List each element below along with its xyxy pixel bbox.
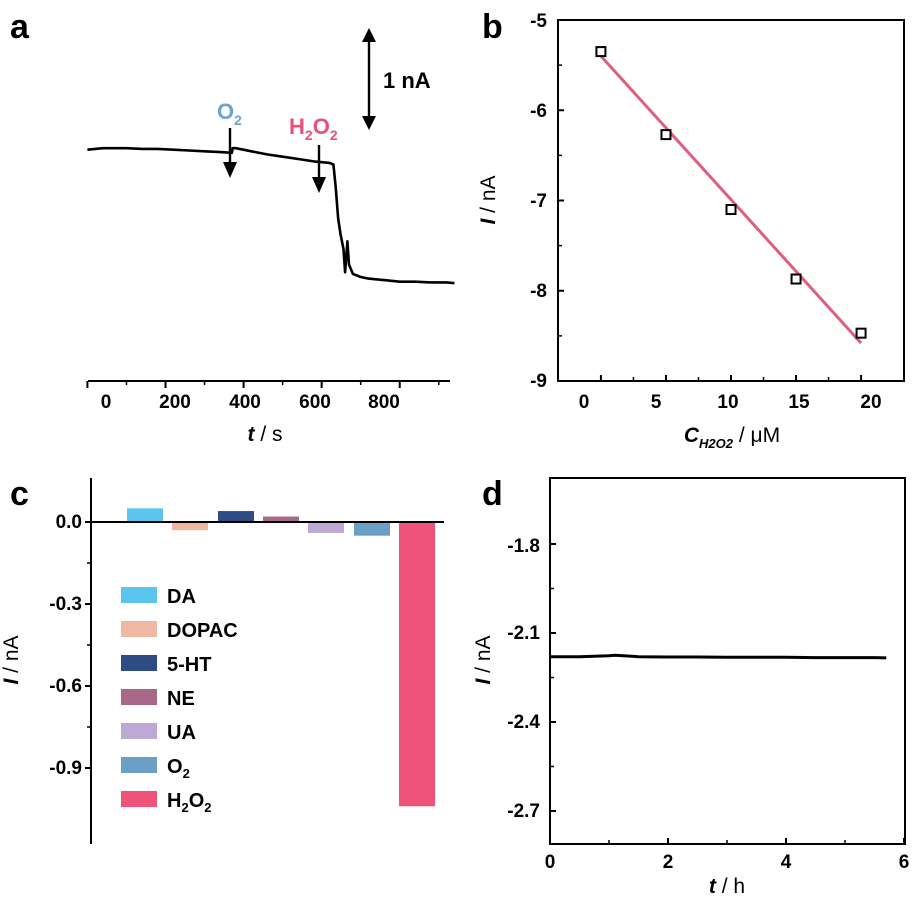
- c-bar-dopac: [172, 522, 208, 531]
- c-legend-swatch-o2: [121, 757, 157, 773]
- b-data-point: [855, 327, 867, 339]
- c-bar-ua: [308, 522, 344, 533]
- a-xtick-label: 0: [101, 392, 112, 413]
- panel-d: d -1.8 -2.1 -2.4 -2.7 0 2 4 6 t / h I / …: [472, 475, 909, 898]
- c-legend-swatch-h2o2: [121, 791, 157, 807]
- d-ytick-label: -2.4: [507, 712, 540, 733]
- c-legend-swatch-5ht: [121, 655, 157, 671]
- panel-a: a 0 200 400 600 800 t / s O2 H2O2 1 nA: [10, 8, 455, 446]
- c-legend-swatch-da: [121, 587, 157, 603]
- a-o2-label: O2: [217, 99, 242, 128]
- d-y-tick-labels: -1.8 -2.1 -2.4 -2.7: [507, 536, 540, 822]
- a-scale-bar: 1 nA: [362, 28, 431, 130]
- c-bars: [127, 508, 435, 807]
- b-data-point: [725, 204, 737, 216]
- panel-c: c 0.0 -0.3 -0.6 -0.9 I / nA DA DOPAC 5-H…: [0, 475, 444, 844]
- b-data-point: [790, 273, 802, 285]
- c-legend-label-dopac: DOPAC: [167, 620, 238, 642]
- b-ytick-label: -7: [530, 191, 547, 212]
- panel-label-d: d: [482, 475, 503, 513]
- c-legend-label-o2: O2: [167, 756, 190, 781]
- c-ytick-label: 0.0: [56, 512, 82, 533]
- d-y-axis-title: I / nA: [472, 635, 495, 684]
- c-bar-5-ht: [218, 511, 254, 522]
- a-xtick-label: 400: [229, 392, 261, 413]
- c-ytick-label: -0.3: [49, 594, 82, 615]
- c-bar-ne: [263, 516, 299, 522]
- b-ytick-label: -9: [530, 371, 547, 392]
- d-plot-frame: [549, 477, 906, 845]
- b-xtick-label: 20: [860, 392, 881, 413]
- c-bar-o2: [354, 522, 390, 536]
- d-xtick-label: 4: [781, 852, 792, 873]
- c-legend-swatch-dopac: [121, 621, 157, 637]
- a-scale-bar-bottom-arrow-icon: [362, 116, 376, 130]
- a-annotation-o2: O2: [217, 99, 242, 178]
- c-legend-swatch-ne: [121, 689, 157, 705]
- b-ytick-label: -5: [530, 11, 547, 32]
- c-legend-label-da: DA: [167, 586, 196, 608]
- b-xtick-label: 0: [579, 392, 590, 413]
- c-y-ticks: [85, 521, 91, 769]
- panel-label-c: c: [10, 475, 29, 513]
- panel-b: b -5 -6 -7 -8 -9 0 5 10 15 20 CH2O2 / μM…: [477, 8, 905, 451]
- d-xtick-label: 2: [663, 852, 674, 873]
- d-x-tick-labels: 0 2 4 6: [545, 852, 910, 873]
- d-xtick-label: 0: [545, 852, 556, 873]
- d-ytick-label: -2.1: [507, 623, 540, 644]
- c-y-tick-labels: 0.0 -0.3 -0.6 -0.9: [49, 512, 82, 779]
- a-h2o2-arrow-head-icon: [312, 177, 326, 193]
- b-xtick-label: 5: [651, 392, 662, 413]
- b-xtick-label: 15: [788, 392, 810, 413]
- c-ytick-label: -0.9: [49, 758, 82, 779]
- b-xtick-label: 10: [717, 392, 738, 413]
- b-data-points: [595, 46, 867, 339]
- c-legend-label-5ht: 5-HT: [167, 654, 211, 676]
- c-legend-swatch-ua: [121, 723, 157, 739]
- panel-label-a: a: [10, 8, 30, 46]
- b-data-point: [660, 129, 672, 141]
- d-ytick-label: -2.7: [507, 801, 540, 822]
- a-x-axis-title: t / s: [247, 423, 282, 446]
- b-data-point: [595, 46, 607, 58]
- c-legend-label-h2o2: H2O2: [167, 790, 211, 815]
- a-xtick-label: 200: [159, 392, 191, 413]
- a-x-tick-labels: 0 200 400 600 800: [101, 392, 400, 413]
- a-current-trace: [87, 146, 455, 285]
- c-legend-label-ne: NE: [167, 688, 195, 710]
- a-xtick-label: 600: [299, 392, 331, 413]
- a-scale-bar-top-arrow-icon: [362, 28, 376, 42]
- b-x-tick-labels: 0 5 10 15 20: [579, 392, 882, 413]
- b-y-tick-labels: -5 -6 -7 -8 -9: [530, 11, 547, 392]
- a-annotation-h2o2: H2O2: [289, 114, 338, 193]
- a-o2-arrow-head-icon: [223, 162, 237, 178]
- panel-label-b: b: [482, 8, 503, 46]
- c-bar-h2o2: [399, 522, 435, 807]
- b-y-axis-title: I / nA: [477, 175, 500, 224]
- c-legend: DA DOPAC 5-HT NE UA O2 H2O2: [121, 586, 238, 815]
- c-y-axis-title: I / nA: [0, 635, 23, 684]
- b-ticks: [558, 19, 863, 382]
- a-h2o2-label: H2O2: [289, 114, 338, 143]
- b-ytick-label: -8: [530, 281, 547, 302]
- c-legend-label-ua: UA: [167, 722, 196, 744]
- c-bar-da: [127, 508, 163, 522]
- b-x-axis-title: CH2O2 / μM: [684, 424, 780, 451]
- d-xtick-label: 6: [899, 852, 910, 873]
- d-ticks: [549, 543, 905, 844]
- d-current-trace: [550, 653, 887, 660]
- b-ytick-label: -6: [530, 101, 547, 122]
- c-ytick-label: -0.6: [49, 676, 82, 697]
- a-xtick-label: 800: [368, 392, 400, 413]
- d-x-axis-title: t / h: [709, 875, 745, 898]
- b-fit-line: [599, 55, 863, 345]
- d-ytick-label: -1.8: [507, 536, 540, 557]
- a-x-ticks: [86, 381, 440, 388]
- a-scale-bar-label: 1 nA: [383, 68, 431, 93]
